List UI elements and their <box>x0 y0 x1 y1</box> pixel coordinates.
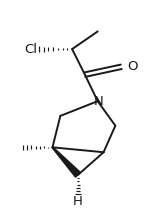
Text: H: H <box>73 195 83 208</box>
Polygon shape <box>52 147 81 177</box>
Text: N: N <box>94 95 104 108</box>
Text: O: O <box>127 60 138 73</box>
Text: Cl: Cl <box>24 43 37 56</box>
